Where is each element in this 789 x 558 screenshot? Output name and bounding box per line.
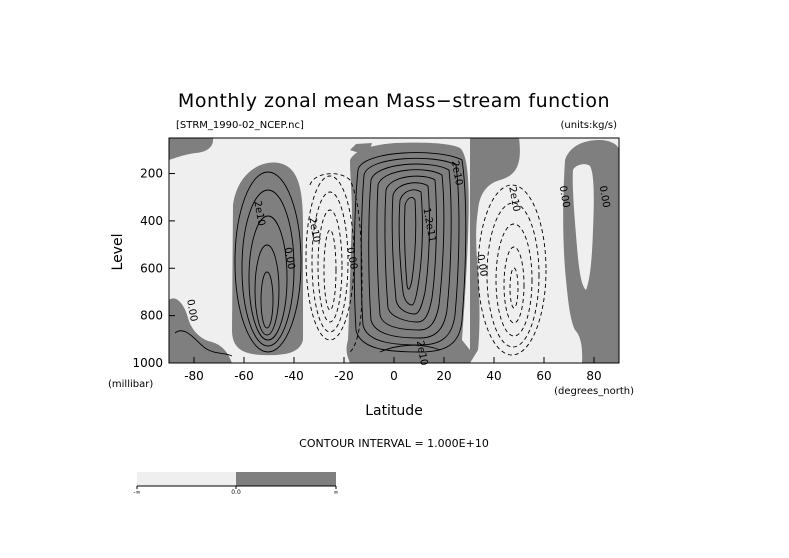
negative-region-polar-gap	[572, 164, 594, 290]
colorbar-positive-swatch	[236, 472, 336, 486]
contour-lines	[174, 152, 547, 357]
colorbar-label-left: -∞	[133, 489, 140, 496]
contour-south-2	[241, 189, 295, 347]
contour-south-neg-2	[311, 191, 349, 333]
x-axis-units: (degrees_north)	[554, 386, 634, 397]
contour-hadley-6	[391, 182, 430, 315]
contour-hadley-4	[376, 169, 445, 331]
x-tick-label: 0	[390, 369, 398, 383]
contour-label: 2e10	[306, 217, 321, 244]
contour-fill	[169, 138, 619, 363]
positive-region-northern-right	[470, 138, 520, 363]
x-axis-label: Latitude	[365, 403, 423, 419]
contour-surface-south	[174, 330, 233, 357]
contour-label: 2e10	[449, 160, 464, 187]
contour-interval-text: CONTOUR INTERVAL = 1.000E+10	[299, 437, 489, 450]
x-tick-label: -40	[284, 369, 304, 383]
y-tick-label: 600	[140, 261, 163, 275]
contour-north-neg-4	[503, 246, 525, 324]
x-tick-label: 20	[436, 369, 451, 383]
y-axis-ticks: 200 400 600 800 1000	[132, 167, 175, 370]
x-tick-label: 40	[486, 369, 501, 383]
contour-label: 2e10	[251, 200, 266, 227]
y-tick-label: 200	[140, 167, 163, 181]
contour-hadley-3	[368, 163, 452, 339]
contour-north-neg-3	[495, 223, 533, 337]
colorbar-negative-swatch	[137, 472, 236, 486]
y-tick-label: 800	[140, 309, 163, 323]
units-label: (units:kg/s)	[561, 120, 618, 131]
y-axis-units: (millibar)	[108, 379, 153, 390]
positive-region-hadley-top	[350, 143, 372, 156]
contour-label: 0.00	[597, 185, 612, 209]
contour-label: 2e10	[414, 340, 429, 367]
chart-title: Monthly zonal mean Mass−stream function	[178, 90, 610, 112]
x-tick-label: -60	[234, 369, 254, 383]
contour-label: 0.00	[474, 254, 489, 278]
x-tick-label: -20	[334, 369, 354, 383]
contour-north-neg-2	[486, 202, 540, 348]
contour-south-5	[260, 271, 274, 329]
y-tick-label: 400	[140, 214, 163, 228]
y-tick-label: 1000	[132, 356, 163, 370]
contour-hadley-8	[404, 197, 417, 290]
contour-label: 0.00	[282, 246, 297, 270]
x-tick-label: 80	[586, 369, 601, 383]
positive-region-southwest-edge	[169, 298, 232, 363]
contour-south-1	[234, 171, 302, 353]
colorbar-label-right: ∞	[334, 489, 339, 496]
contour-hadley-7	[398, 189, 423, 306]
contour-north-neg-1	[477, 184, 547, 356]
contour-south-4	[254, 244, 280, 336]
x-tick-label: -80	[184, 369, 204, 383]
contour-south-neg-3	[317, 209, 343, 323]
colorbar: -∞ 0.0 ∞	[133, 472, 339, 496]
contour-south-neg-4	[323, 229, 337, 311]
contour-south-3	[248, 215, 288, 341]
file-label: [STRM_1990-02_NCEP.nc]	[176, 120, 304, 131]
positive-region-top-left	[169, 138, 214, 160]
contour-hadley-1	[353, 152, 467, 353]
x-axis-ticks: -80 -60 -40 -20 0 20 40 60 80	[184, 357, 602, 383]
contour-hadley-5	[384, 175, 437, 323]
contour-label: 0.00	[344, 246, 359, 270]
contour-label: 2e10	[506, 186, 521, 213]
contour-label: 0.00	[184, 299, 199, 323]
y-axis-label: Level	[110, 234, 126, 271]
colorbar-label-mid: 0.0	[231, 489, 241, 496]
x-tick-label: 60	[536, 369, 551, 383]
contour-north-neg-5	[509, 267, 519, 309]
contour-surface-hadley	[379, 344, 441, 353]
contour-hadley-2	[360, 157, 460, 346]
contour-label: 0.00	[557, 185, 572, 209]
